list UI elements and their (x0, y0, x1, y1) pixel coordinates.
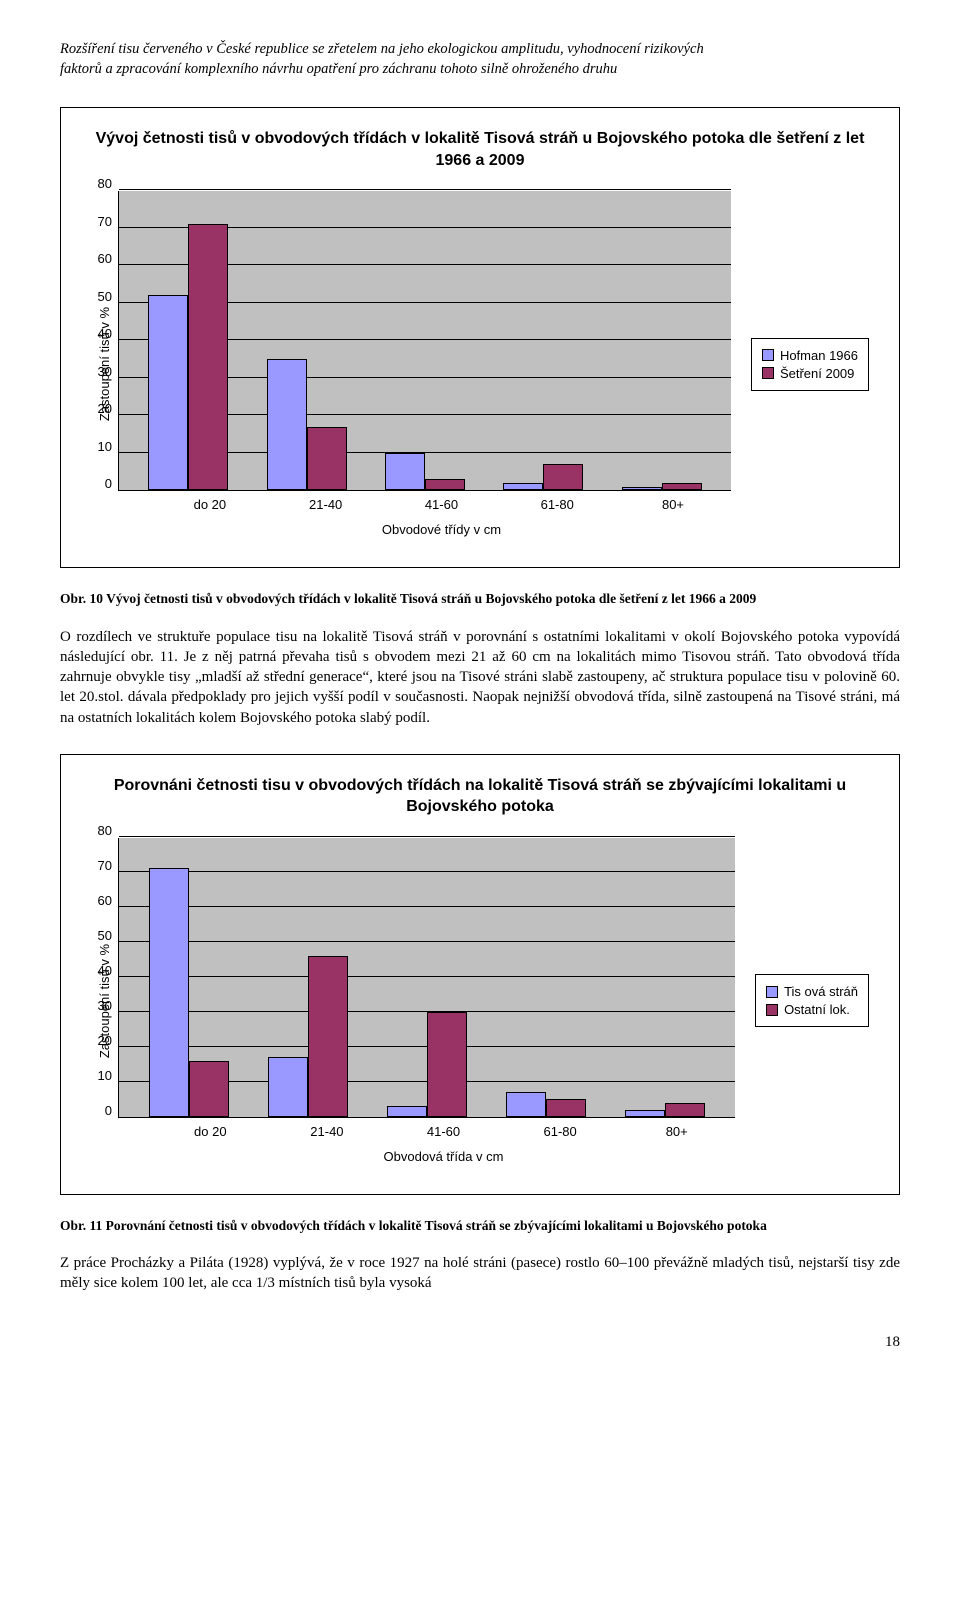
bar (385, 453, 425, 491)
bar-group (504, 1092, 587, 1117)
caption-1: Obr. 10 Vývoj četnosti tisů v obvodových… (60, 590, 900, 608)
bar (427, 1012, 467, 1117)
bar (503, 483, 543, 491)
bar (267, 359, 307, 490)
chart-1-legend: Hofman 1966 Šetření 2009 (751, 338, 869, 391)
chart-1: Vývoj četnosti tisů v obvodových třídách… (60, 107, 900, 568)
bar (622, 487, 662, 491)
bar (189, 1061, 229, 1117)
page-number: 18 (60, 1334, 900, 1351)
bar-group (147, 868, 230, 1117)
bar (625, 1110, 665, 1117)
x-tick-label: 61-80 (519, 1124, 601, 1139)
bar (188, 224, 228, 490)
chart-2-xaxis: do 20 21-40 41-60 61-80 80+ (112, 1118, 735, 1139)
x-tick-label: do 20 (169, 1124, 251, 1139)
bar (307, 427, 347, 491)
chart-2-plot (118, 838, 735, 1118)
bar-group (624, 1103, 707, 1117)
chart-2-title: Porovnáni četnosti tisu v obvodových tří… (91, 775, 869, 818)
bar (268, 1057, 308, 1117)
legend-item: Hofman 1966 (762, 348, 858, 363)
x-tick-label: 21-40 (286, 1124, 368, 1139)
bar-group (385, 1012, 468, 1117)
legend-swatch (766, 986, 778, 998)
chart-1-plot (118, 191, 731, 491)
x-tick-label: 80+ (632, 497, 713, 512)
legend-label: Šetření 2009 (780, 366, 854, 381)
legend-item: Ostatní lok. (766, 1002, 858, 1017)
bar (665, 1103, 705, 1117)
bar-group (266, 956, 349, 1117)
bar (149, 868, 189, 1117)
header-line1: Rozšíření tisu červeného v České republi… (60, 41, 704, 57)
legend-swatch (762, 367, 774, 379)
x-tick-label: do 20 (169, 497, 250, 512)
doc-header: Rozšíření tisu červeného v České republi… (60, 40, 900, 79)
bar (308, 956, 348, 1117)
legend-item: Šetření 2009 (762, 366, 858, 381)
chart-1-title: Vývoj četnosti tisů v obvodových třídách… (91, 128, 869, 171)
bar (387, 1106, 427, 1117)
chart-2-xlabel: Obvodová třída v cm (112, 1139, 735, 1164)
chart-1-xlabel: Obvodové třídy v cm (112, 512, 731, 537)
legend-item: Tis ová stráň (766, 984, 858, 999)
bar (148, 295, 188, 490)
chart-2-legend: Tis ová stráň Ostatní lok. (755, 974, 869, 1027)
legend-label: Tis ová stráň (784, 984, 858, 999)
paragraph-2: Z práce Procházky a Piláta (1928) vyplýv… (60, 1253, 900, 1294)
x-tick-label: 41-60 (403, 1124, 485, 1139)
chart-1-xaxis: do 20 21-40 41-60 61-80 80+ (112, 491, 731, 512)
bar (425, 479, 465, 490)
x-tick-label: 80+ (636, 1124, 718, 1139)
bar-group (147, 224, 230, 490)
bar (506, 1092, 546, 1117)
bar (543, 464, 583, 490)
x-tick-label: 21-40 (285, 497, 366, 512)
chart-2: Porovnáni četnosti tisu v obvodových tří… (60, 754, 900, 1195)
bar-group (384, 453, 467, 491)
legend-label: Ostatní lok. (784, 1002, 850, 1017)
bar (546, 1099, 586, 1117)
caption-2: Obr. 11 Porovnání četnosti tisů v obvodo… (60, 1217, 900, 1235)
bar-group (502, 464, 585, 490)
paragraph-1: O rozdílech ve struktuře populace tisu n… (60, 627, 900, 728)
legend-swatch (766, 1004, 778, 1016)
bar-group (265, 359, 348, 490)
x-tick-label: 61-80 (517, 497, 598, 512)
header-line2: faktorů a zpracování komplexního návrhu … (60, 61, 617, 77)
bar-group (620, 483, 703, 491)
legend-swatch (762, 349, 774, 361)
legend-label: Hofman 1966 (780, 348, 858, 363)
bar (662, 483, 702, 491)
x-tick-label: 41-60 (401, 497, 482, 512)
